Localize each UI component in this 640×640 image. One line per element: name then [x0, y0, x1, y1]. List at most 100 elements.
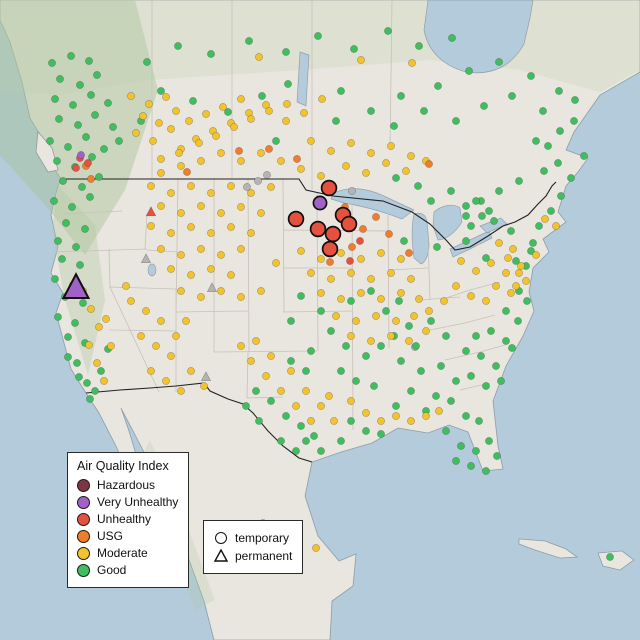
moderate-marker[interactable] [195, 139, 203, 147]
good-marker[interactable] [523, 297, 531, 305]
good-marker[interactable] [362, 352, 370, 360]
good-marker[interactable] [46, 137, 54, 145]
moderate-marker[interactable] [347, 269, 355, 277]
good-marker[interactable] [362, 427, 370, 435]
good-marker[interactable] [527, 72, 535, 80]
good-marker[interactable] [55, 115, 63, 123]
good-marker[interactable] [342, 342, 350, 350]
good-marker[interactable] [284, 80, 292, 88]
good-marker[interactable] [540, 167, 548, 175]
good-marker[interactable] [377, 430, 385, 438]
moderate-marker[interactable] [197, 293, 205, 301]
moderate-marker[interactable] [515, 269, 523, 277]
good-marker[interactable] [174, 42, 182, 50]
good-marker[interactable] [529, 239, 537, 247]
moderate-marker[interactable] [155, 119, 163, 127]
good-marker[interactable] [207, 50, 215, 58]
good-marker[interactable] [242, 402, 250, 410]
good-marker[interactable] [382, 307, 390, 315]
good-marker[interactable] [490, 217, 498, 225]
moderate-marker[interactable] [422, 327, 430, 335]
moderate-marker[interactable] [230, 123, 238, 131]
moderate-marker[interactable] [217, 149, 225, 157]
good-marker[interactable] [104, 99, 112, 107]
good-marker[interactable] [267, 397, 275, 405]
moderate-marker[interactable] [237, 342, 245, 350]
moderate-marker[interactable] [185, 117, 193, 125]
moderate-marker[interactable] [87, 305, 95, 313]
good-marker[interactable] [317, 307, 325, 315]
good-marker[interactable] [447, 397, 455, 405]
moderate-marker[interactable] [408, 59, 416, 67]
moderate-marker[interactable] [277, 387, 285, 395]
good-marker[interactable] [100, 145, 108, 153]
good-marker[interactable] [414, 182, 422, 190]
good-marker[interactable] [462, 347, 470, 355]
moderate-marker[interactable] [415, 295, 423, 303]
moderate-marker[interactable] [167, 229, 175, 237]
moderate-marker[interactable] [357, 289, 365, 297]
good-marker[interactable] [54, 237, 62, 245]
moderate-marker[interactable] [102, 315, 110, 323]
good-marker[interactable] [547, 207, 555, 215]
good-marker[interactable] [412, 342, 420, 350]
good-marker[interactable] [448, 34, 456, 42]
good-marker[interactable] [462, 202, 470, 210]
moderate-marker[interactable] [502, 269, 510, 277]
nodata-permanent-marker[interactable] [206, 282, 218, 292]
moderate-marker[interactable] [227, 223, 235, 231]
usg-marker[interactable] [235, 147, 243, 155]
good-marker[interactable] [272, 137, 280, 145]
moderate-marker[interactable] [93, 359, 101, 367]
good-marker[interactable] [157, 87, 165, 95]
moderate-marker[interactable] [407, 152, 415, 160]
nodata-marker[interactable] [263, 171, 271, 179]
good-marker[interactable] [480, 102, 488, 110]
good-marker[interactable] [337, 367, 345, 375]
moderate-marker[interactable] [472, 267, 480, 275]
moderate-marker[interactable] [187, 271, 195, 279]
usg-marker[interactable] [359, 225, 367, 233]
moderate-marker[interactable] [347, 397, 355, 405]
good-marker[interactable] [95, 173, 103, 181]
moderate-marker[interactable] [149, 137, 157, 145]
good-marker[interactable] [554, 159, 562, 167]
good-marker[interactable] [420, 107, 428, 115]
good-marker[interactable] [405, 322, 413, 330]
good-marker[interactable] [580, 152, 588, 160]
moderate-marker[interactable] [541, 215, 549, 223]
good-marker[interactable] [465, 67, 473, 75]
good-marker[interactable] [352, 377, 360, 385]
nodata-permanent-marker[interactable] [140, 253, 152, 263]
good-marker[interactable] [462, 412, 470, 420]
good-marker[interactable] [555, 87, 563, 95]
good-marker[interactable] [297, 422, 305, 430]
good-marker[interactable] [87, 91, 95, 99]
moderate-marker[interactable] [152, 342, 160, 350]
moderate-marker[interactable] [307, 269, 315, 277]
moderate-marker[interactable] [377, 295, 385, 303]
moderate-marker[interactable] [312, 544, 320, 552]
good-marker[interactable] [88, 153, 96, 161]
moderate-marker[interactable] [367, 275, 375, 283]
moderate-marker[interactable] [212, 132, 220, 140]
moderate-marker[interactable] [517, 262, 525, 270]
good-marker[interactable] [487, 327, 495, 335]
good-marker[interactable] [502, 307, 510, 315]
moderate-marker[interactable] [257, 209, 265, 217]
good-marker[interactable] [407, 387, 415, 395]
good-marker[interactable] [415, 42, 423, 50]
moderate-marker[interactable] [347, 332, 355, 340]
moderate-marker[interactable] [297, 165, 305, 173]
unhealthy-marker[interactable] [72, 164, 80, 172]
good-marker[interactable] [82, 133, 90, 141]
good-marker[interactable] [258, 92, 266, 100]
moderate-marker[interactable] [145, 100, 153, 108]
usg-marker[interactable] [293, 155, 301, 163]
moderate-marker[interactable] [247, 229, 255, 237]
moderate-marker[interactable] [272, 259, 280, 267]
good-marker[interactable] [433, 243, 441, 251]
good-marker[interactable] [432, 392, 440, 400]
moderate-marker[interactable] [512, 282, 520, 290]
good-marker[interactable] [508, 92, 516, 100]
